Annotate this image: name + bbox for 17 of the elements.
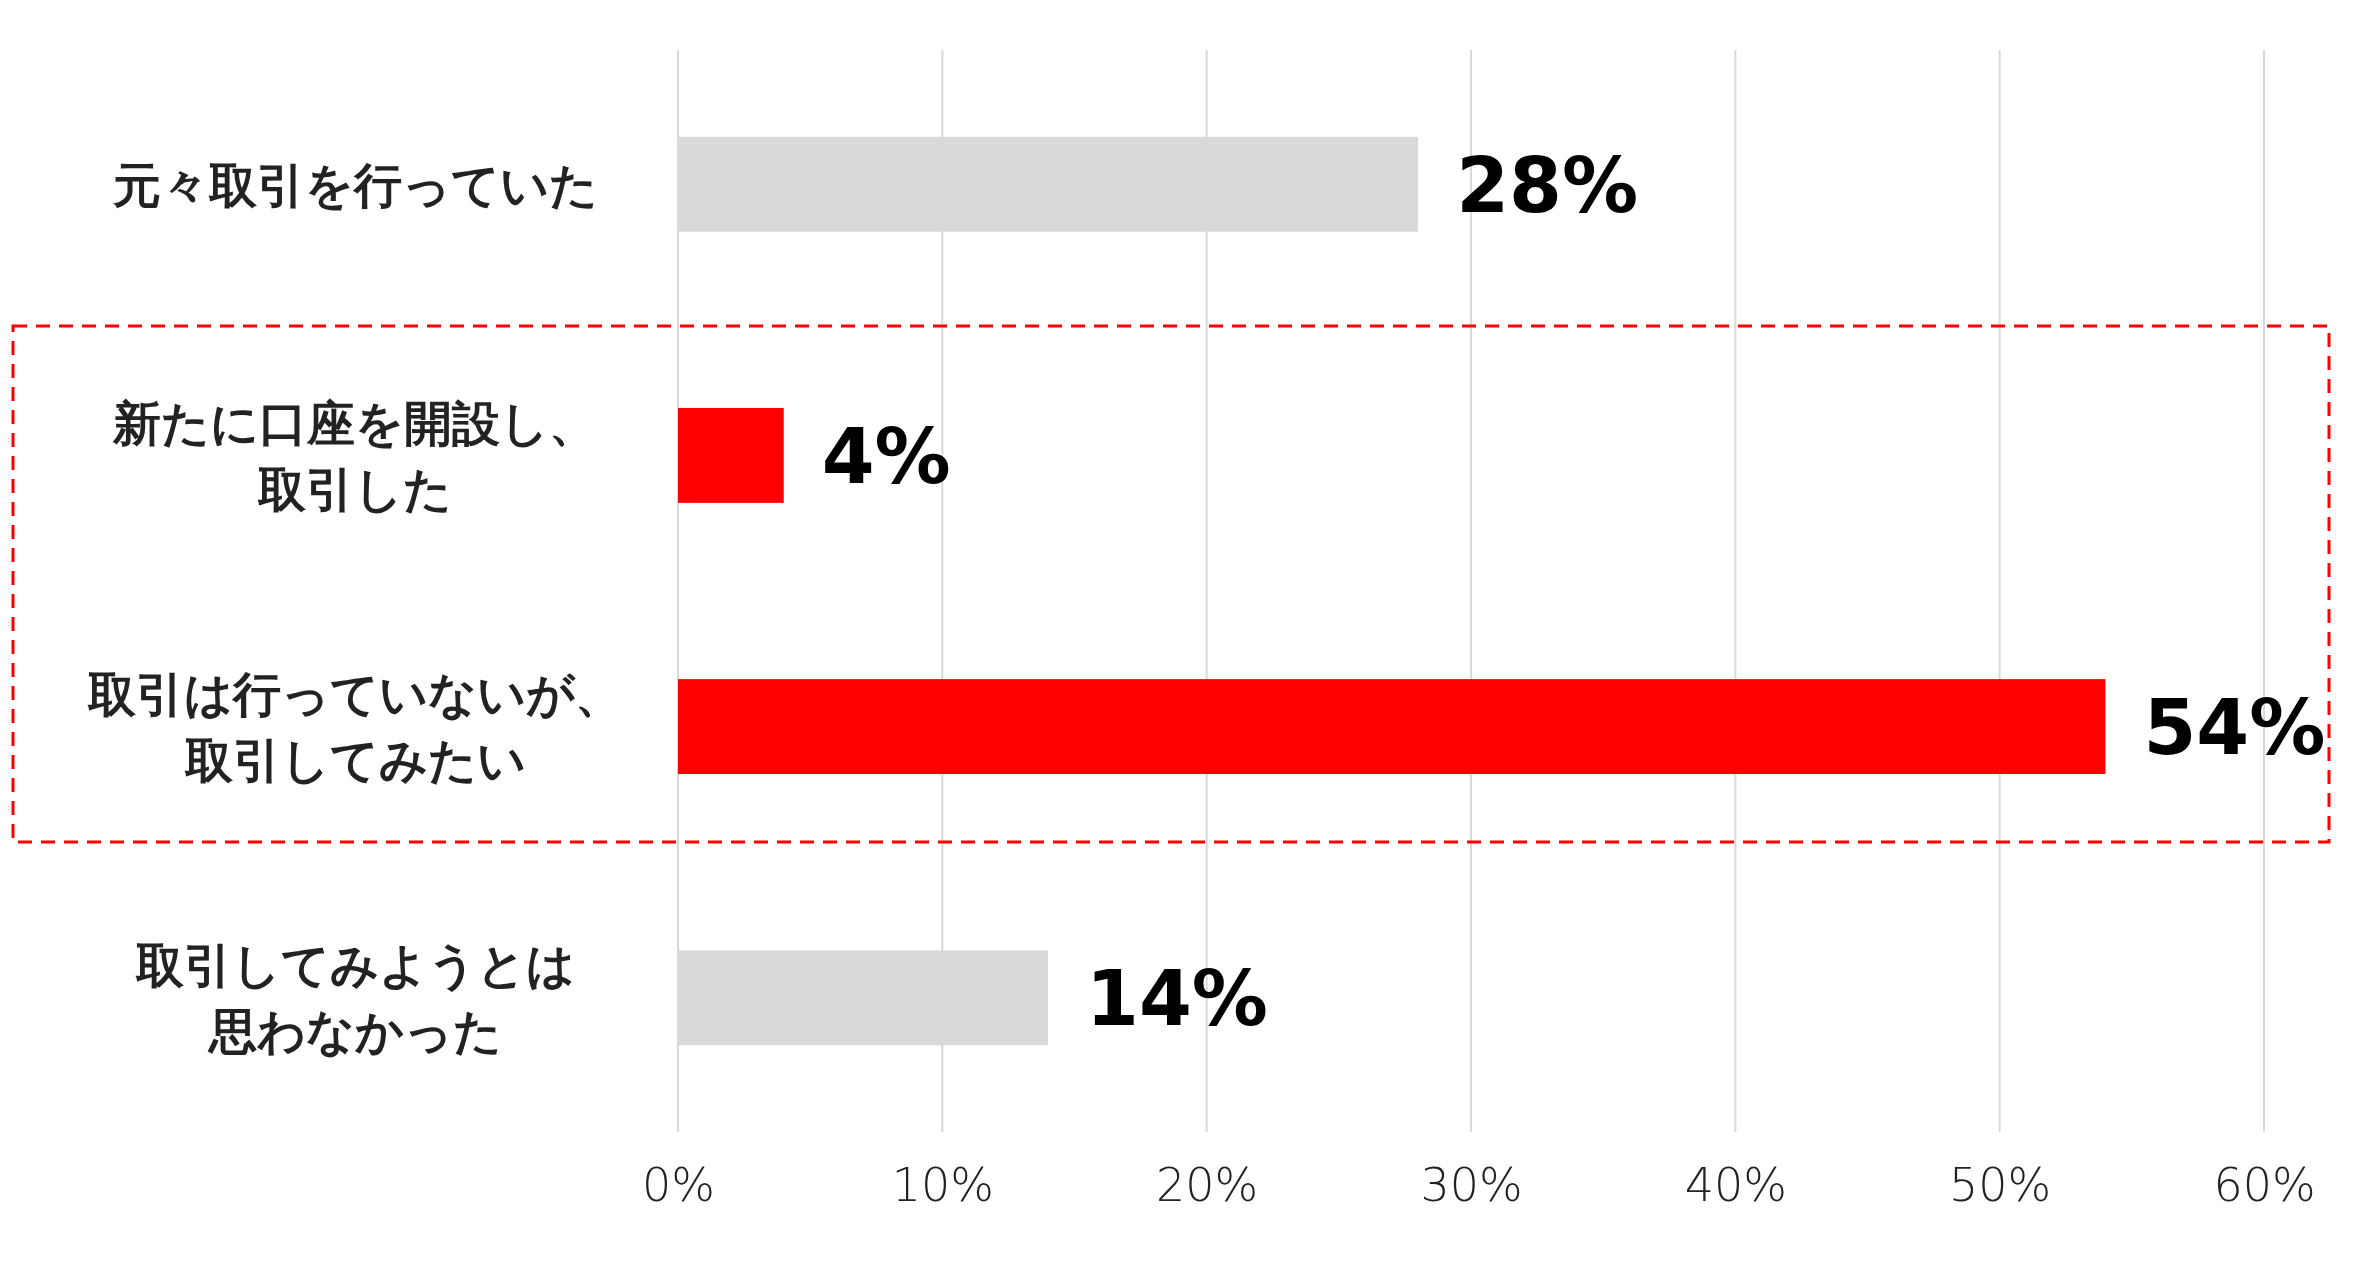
x-tick-label: 10% — [891, 1158, 994, 1212]
x-tick-label: 20% — [1156, 1158, 1259, 1212]
data-label: 28% — [1456, 140, 1639, 230]
x-tick-label: 50% — [1949, 1158, 2052, 1212]
y-tick-label: 取引してみようとは思わなかった — [134, 937, 575, 1060]
data-label: 54% — [2143, 682, 2326, 772]
y-tick-label: 新たに口座を開設し、取引した — [112, 394, 597, 517]
x-tick-label: 40% — [1684, 1158, 1787, 1212]
bar — [678, 679, 2106, 775]
x-tick-label: 30% — [1420, 1158, 1523, 1212]
y-tick-label: 取引は行っていないが、取引してみたい — [86, 665, 623, 788]
bar — [678, 407, 784, 503]
data-label: 4% — [821, 411, 951, 501]
x-tick-label: 60% — [2213, 1158, 2316, 1212]
y-tick-label: 元々取引を行っていた — [111, 156, 598, 213]
data-label: 14% — [1086, 954, 1268, 1044]
x-tick-label: 0% — [642, 1158, 715, 1212]
